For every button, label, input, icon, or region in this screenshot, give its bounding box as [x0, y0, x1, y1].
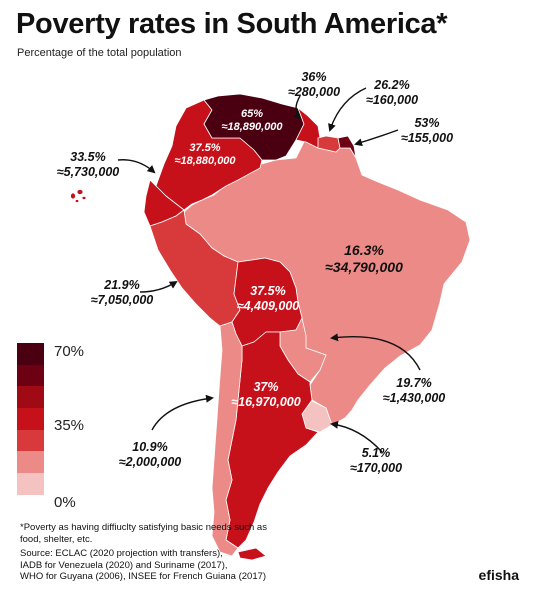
arrow-uruguay	[330, 420, 383, 453]
label-venezuela: 65% ≈18,890,000	[221, 108, 282, 134]
bolivia-rate: 37.5%	[250, 284, 286, 298]
footnote: *Poverty as having diffiuclty satisfying…	[20, 522, 267, 545]
label-colombia: 37.5% ≈18,880,000	[174, 142, 235, 168]
page-title: Poverty rates in South America*	[16, 8, 448, 40]
legend-swatch	[17, 451, 44, 474]
label-chile: 10.9% ≈2,000,000	[119, 440, 181, 470]
label-french-guiana: 53% ≈155,000	[401, 116, 453, 146]
source-line-1: Source: ECLAC (2020 projection with tran…	[20, 548, 223, 559]
legend-swatch	[17, 364, 44, 387]
guyana-pop: ≈280,000	[287, 85, 341, 99]
brazil-pop: ≈34,790,000	[325, 259, 403, 275]
suriname-pop: ≈160,000	[365, 93, 419, 107]
label-guyana: 36% ≈280,000	[288, 70, 340, 100]
colombia-pop: ≈18,880,000	[174, 155, 236, 167]
argentina-pop: ≈16,970,000	[231, 395, 301, 409]
legend-swatch	[17, 473, 44, 495]
legend-swatch	[17, 429, 44, 452]
label-suriname: 26.2% ≈160,000	[366, 78, 418, 108]
label-bolivia: 37.5% ≈4,409,000	[237, 284, 299, 314]
arrow-ecuador	[117, 159, 156, 174]
leader-arrows	[117, 87, 421, 453]
arrow-suriname	[328, 87, 367, 132]
uruguay-pop: ≈170,000	[349, 461, 403, 475]
french-guiana-rate: 53%	[414, 116, 440, 130]
uruguay-rate: 5.1%	[361, 446, 391, 460]
arrow-guyana	[292, 95, 302, 120]
legend-swatch	[17, 343, 44, 365]
peru-pop: ≈7,050,000	[90, 293, 154, 307]
page-subtitle: Percentage of the total population	[17, 47, 182, 59]
color-legend	[17, 343, 44, 495]
country-venezuela[interactable]	[203, 93, 305, 161]
french-guiana-pop: ≈155,000	[400, 131, 454, 145]
source-text: Source: ECLAC (2020 projection with tran…	[20, 548, 320, 583]
country-french-guiana[interactable]	[337, 135, 357, 159]
ecuador-pop: ≈5,730,000	[56, 165, 120, 179]
paraguay-rate: 19.7%	[396, 376, 432, 390]
bolivia-pop: ≈4,409,000	[236, 299, 300, 313]
label-peru: 21.9% ≈7,050,000	[91, 278, 153, 308]
tierra-del-fuego	[237, 547, 267, 561]
argentina-rate: 37%	[253, 380, 279, 394]
legend-tick-max: 70%	[54, 343, 85, 360]
label-brazil: 16.3% ≈34,790,000	[325, 242, 403, 276]
legend-swatch	[17, 408, 44, 430]
source-line-3: WHO for Guyana (2006), INSEE for French …	[20, 571, 267, 582]
ecuador-rate: 33.5%	[70, 150, 106, 164]
venezuela-pop: ≈18,890,000	[221, 121, 283, 133]
brazil-rate: 16.3%	[344, 242, 384, 258]
label-ecuador: 33.5% ≈5,730,000	[57, 150, 119, 180]
arrow-french-guiana	[354, 129, 399, 147]
label-argentina: 37% ≈16,970,000	[231, 380, 300, 410]
arrow-chile	[151, 394, 214, 431]
source-line-2: IADB for Venezuela (2020) and Suriname (…	[20, 559, 228, 571]
paraguay-pop: ≈1,430,000	[382, 391, 446, 405]
guyana-rate: 36%	[301, 70, 327, 84]
chile-rate: 10.9%	[132, 440, 168, 454]
venezuela-rate: 65%	[240, 108, 264, 120]
arrow-peru	[139, 280, 178, 293]
legend-swatch	[17, 386, 44, 409]
colombia-rate: 37.5%	[189, 142, 221, 154]
legend-tick-mid: 35%	[54, 417, 85, 434]
legend-tick-min: 0%	[54, 494, 76, 511]
label-paraguay: 19.7% ≈1,430,000	[383, 376, 445, 406]
peru-rate: 21.9%	[104, 278, 140, 292]
arrow-paraguay	[330, 333, 421, 371]
label-uruguay: 5.1% ≈170,000	[350, 446, 402, 476]
chile-pop: ≈2,000,000	[118, 455, 182, 469]
brand-logo: efisha	[478, 567, 519, 583]
galapagos-islands	[70, 189, 87, 203]
suriname-rate: 26.2%	[374, 78, 410, 92]
country-chile[interactable]	[211, 321, 243, 557]
